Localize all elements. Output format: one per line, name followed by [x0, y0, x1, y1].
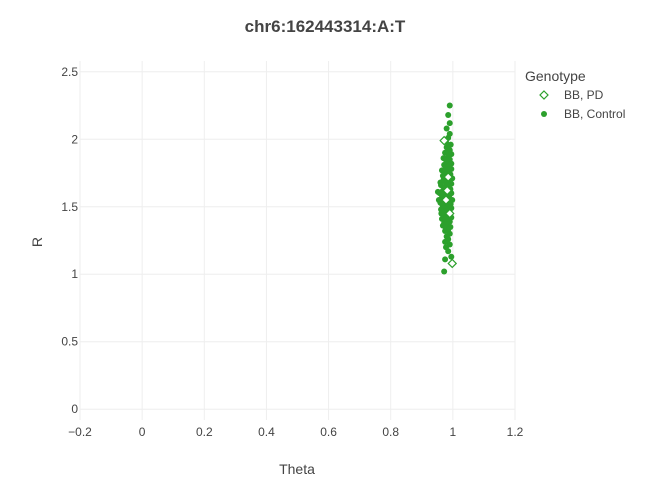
y-tick-label: 1.5 [61, 200, 78, 214]
x-tick-label: 1.2 [507, 425, 524, 439]
legend: Genotype BB, PD BB, Control [525, 68, 625, 121]
legend-label: BB, Control [564, 107, 625, 121]
control-point [445, 143, 452, 150]
y-tick-label: 0.5 [61, 335, 78, 349]
y-tick-label: 2 [71, 132, 78, 146]
x-tick-label: 1 [450, 425, 457, 439]
y-tick-label: 1 [71, 267, 78, 281]
control-point [442, 238, 449, 245]
control-point [446, 102, 453, 109]
control-point [443, 125, 450, 132]
pd-point [441, 195, 451, 205]
control-point [445, 111, 452, 118]
control-point [442, 256, 449, 263]
legend-diamond-icon [539, 90, 549, 100]
data-points [434, 102, 458, 275]
control-point [441, 168, 448, 175]
x-tick-label: 0.6 [320, 425, 337, 439]
y-axis-ticks: 0 0.5 1 1.5 2 2.5 [61, 65, 78, 416]
control-point [445, 248, 452, 255]
y-axis-title: R [29, 237, 45, 247]
pd-point [444, 208, 455, 219]
pd-point [447, 258, 458, 269]
x-axis-ticks: −0.2 0 0.2 0.4 0.6 0.8 1 1.2 [68, 425, 524, 439]
pd-point [443, 172, 454, 182]
x-tick-label: 0.2 [196, 425, 213, 439]
x-tick-label: 0.4 [258, 425, 275, 439]
legend-label: BB, PD [564, 88, 604, 102]
y-tick-label: 2.5 [61, 65, 78, 79]
pd-point [442, 185, 453, 196]
control-point [442, 228, 449, 235]
pd-point [439, 135, 450, 146]
legend-circle-icon [541, 111, 547, 117]
control-point [444, 148, 451, 155]
control-point [435, 197, 442, 204]
control-point [442, 215, 449, 222]
control-point [446, 120, 453, 127]
control-point [445, 164, 452, 171]
control-point [443, 157, 450, 164]
x-tick-label: −0.2 [68, 425, 92, 439]
control-point [434, 188, 441, 195]
chart-title: chr6:162443314:A:T [245, 17, 406, 36]
x-tick-label: 0.8 [382, 425, 399, 439]
y-tick-label: 0 [71, 402, 78, 416]
control-point [438, 210, 445, 217]
x-axis-title: Theta [279, 461, 315, 477]
legend-title: Genotype [525, 68, 586, 84]
legend-items: BB, PD BB, Control [539, 88, 625, 121]
control-point [437, 179, 444, 186]
control-point [448, 253, 455, 260]
control-point [441, 268, 448, 275]
x-tick-label: 0 [139, 425, 146, 439]
